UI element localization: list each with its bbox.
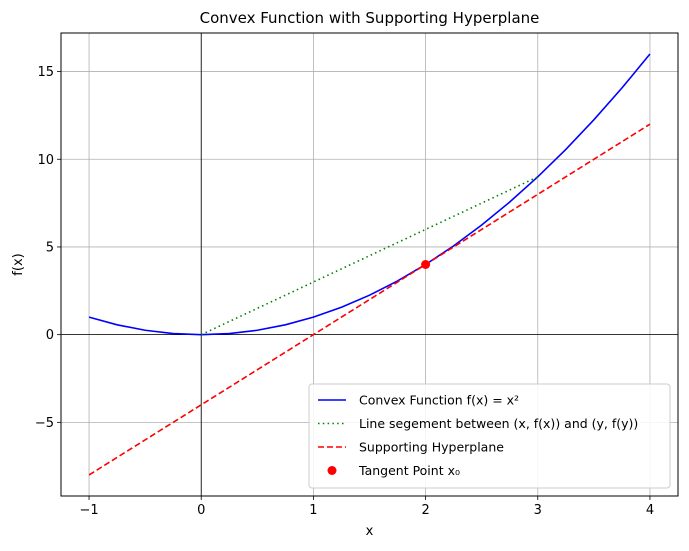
series-line-supporting-hyperplane [88, 123, 651, 476]
x-tick-label: 1 [309, 503, 317, 518]
legend: Convex Function f(x) = x² Line segement b… [308, 383, 671, 489]
tick-layer: −1 0 1 2 3 4 −5 0 5 10 15 [35, 65, 654, 518]
series-layer [88, 53, 651, 476]
x-tick-label: 4 [646, 503, 654, 518]
chart-title: Convex Function with Supporting Hyperpla… [200, 9, 540, 27]
legend-marker [327, 466, 337, 475]
zero-lines [61, 33, 678, 496]
x-tick-label: 3 [534, 503, 542, 518]
y-tick-label: 10 [37, 153, 54, 168]
series-line-convex-function-f-x-x [88, 53, 651, 336]
x-tick-label: −1 [79, 503, 98, 518]
legend-label: Convex Function f(x) = x² [359, 393, 519, 408]
x-axis-label: x [366, 524, 374, 539]
plot-frame [60, 32, 679, 497]
y-tick-label: 0 [46, 328, 54, 343]
legend-box [308, 383, 671, 489]
x-tick-label: 2 [421, 503, 429, 518]
y-tick-label: −5 [35, 416, 54, 431]
y-tick-label: 5 [46, 240, 54, 255]
tangent-point-marker [421, 260, 431, 269]
x-tick-label: 0 [197, 503, 205, 518]
y-axis-label: f(x) [11, 253, 26, 275]
legend-label: Line segement between (x, f(x)) and (y, … [359, 416, 638, 431]
y-tick-label: 15 [37, 65, 54, 80]
legend-label: Supporting Hyperplane [359, 440, 504, 455]
legend-label: Tangent Point x₀ [358, 463, 460, 478]
